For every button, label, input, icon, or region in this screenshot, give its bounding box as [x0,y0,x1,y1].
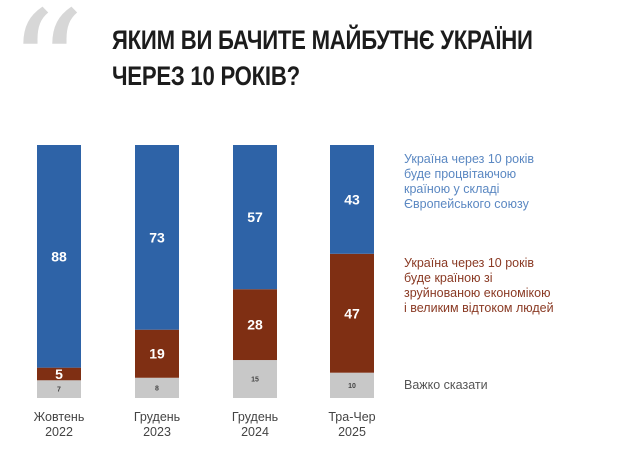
bar-segment-prosperous-eu [330,145,374,254]
bar-segment-prosperous-eu [135,145,179,330]
chart-title: ЯКИМ ВИ БАЧИТЕ МАЙБУТНЄ УКРАЇНИ ЧЕРЕЗ 10… [112,22,533,94]
data-label: 7 [57,387,61,394]
data-label: 28 [247,317,263,333]
bar-segment-ruined-economy [135,329,179,378]
legend-text-line: буде країною зі [404,271,493,285]
bar-segment-hard-to-say [135,377,179,398]
bar-segment-hard-to-say [233,360,277,398]
x-tick-label: 2025 [338,425,366,439]
bar-segment-ruined-economy [330,253,374,373]
bar-segment-prosperous-eu [37,145,81,368]
legend-text-line: зруйнованою економікою [404,286,551,300]
bar-segment-hard-to-say [330,372,374,398]
legend-text-line: Україна через 10 років [404,256,535,270]
legend-item-prosperous-eu: Україна через 10 років буде процвітаючою… [404,152,614,212]
legend-item-ruined-economy: Україна через 10 років буде країною зі з… [404,256,614,316]
bar-segment-ruined-economy [233,289,277,361]
x-tick-label: Грудень [134,410,180,424]
data-label: 73 [149,229,165,245]
data-label: 88 [51,248,67,264]
legend-text-line: буде процвітаючою [404,167,517,181]
x-tick-label: 2022 [45,425,73,439]
title-line-2: ЧЕРЕЗ 10 РОКІВ? [112,61,300,91]
x-tick-label: 2023 [143,425,171,439]
data-label: 15 [251,377,259,384]
data-label: 5 [55,366,63,382]
bar-segment-ruined-economy [37,367,81,381]
legend-text-line: Україна через 10 років [404,152,535,166]
x-tick-label: Жовтень [34,410,85,424]
bar-segment-prosperous-eu [233,145,277,290]
data-label: 19 [149,346,165,362]
legend-item-hard-to-say: Важко сказати [404,378,614,393]
title-line-1: ЯКИМ ВИ БАЧИТЕ МАЙБУТНЄ УКРАЇНИ [112,25,533,55]
data-label: 10 [348,383,356,390]
legend-text-line: Важко сказати [404,378,488,392]
x-tick-label: 2024 [241,425,269,439]
data-label: 8 [155,385,159,392]
data-label: 57 [247,209,263,225]
quote-mark-icon: “ [8,0,85,154]
data-label: 43 [344,191,360,207]
x-tick-label: Тра-Чер [328,410,375,424]
bar-segment-hard-to-say [37,380,81,398]
legend-text-line: і великим відтоком людей [404,301,554,315]
legend-text-line: країною у складі [404,182,500,196]
legend-text-line: Європейського союзу [404,197,529,211]
x-tick-label: Грудень [232,410,278,424]
data-label: 47 [344,305,360,321]
